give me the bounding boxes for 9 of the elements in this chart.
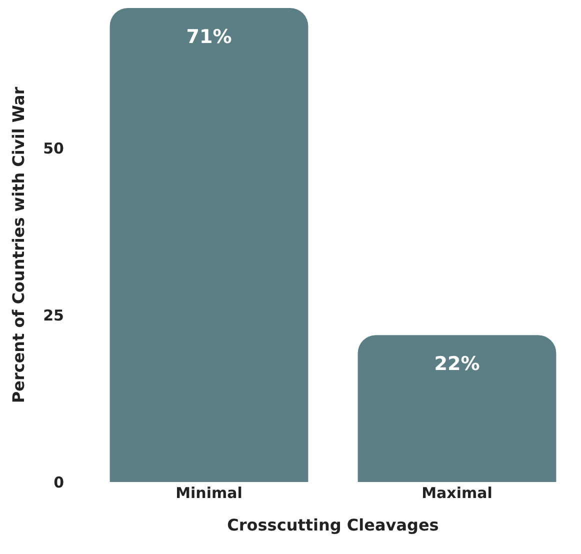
x-axis-title: Crosscutting Cleavages — [227, 516, 439, 535]
data-label: 71% — [186, 26, 232, 48]
data-label: 22% — [434, 353, 480, 376]
y-tick-label: 25 — [43, 306, 64, 324]
y-tick-label: 0 — [54, 473, 64, 492]
x-tick-label: Minimal — [176, 484, 242, 502]
y-tick-label: 50 — [43, 139, 64, 158]
x-tick-label: Maximal — [422, 484, 492, 502]
y-axis-title: Percent of Countries with Civil War — [9, 86, 28, 404]
